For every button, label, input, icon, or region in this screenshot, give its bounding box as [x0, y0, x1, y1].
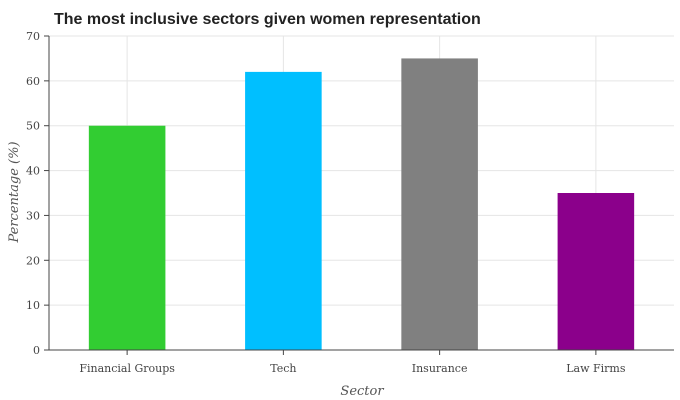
- x-tick-label: Tech: [270, 362, 296, 375]
- bar-tech: [245, 71, 322, 350]
- bar-financial-groups: [88, 125, 166, 350]
- x-tick-label: Insurance: [412, 362, 468, 375]
- y-tick-label: 40: [26, 165, 40, 178]
- y-tick-labels: 0 10 20 30 40 50 60 70: [26, 30, 40, 357]
- x-tick-label: Law Firms: [566, 362, 626, 375]
- y-tick-label: 30: [26, 209, 40, 222]
- x-tick-label: Financial Groups: [79, 362, 175, 375]
- y-tick-label: 60: [26, 75, 40, 88]
- bars: [88, 58, 635, 351]
- bar-law-firms: [557, 193, 635, 350]
- x-tick-labels: Financial Groups Tech Insurance Law Firms: [79, 362, 626, 375]
- y-axis-title: Percentage (%): [7, 141, 22, 243]
- axes: [44, 35, 674, 355]
- y-tick-label: 10: [26, 299, 40, 312]
- x-axis-title: Sector: [340, 384, 384, 399]
- chart-title: The most inclusive sectors given women r…: [54, 11, 481, 28]
- bar-insurance: [401, 58, 478, 351]
- y-tick-label: 50: [26, 120, 40, 133]
- y-tick-label: 20: [26, 254, 40, 267]
- y-tick-label: 0: [33, 344, 40, 357]
- y-tick-label: 70: [26, 30, 40, 43]
